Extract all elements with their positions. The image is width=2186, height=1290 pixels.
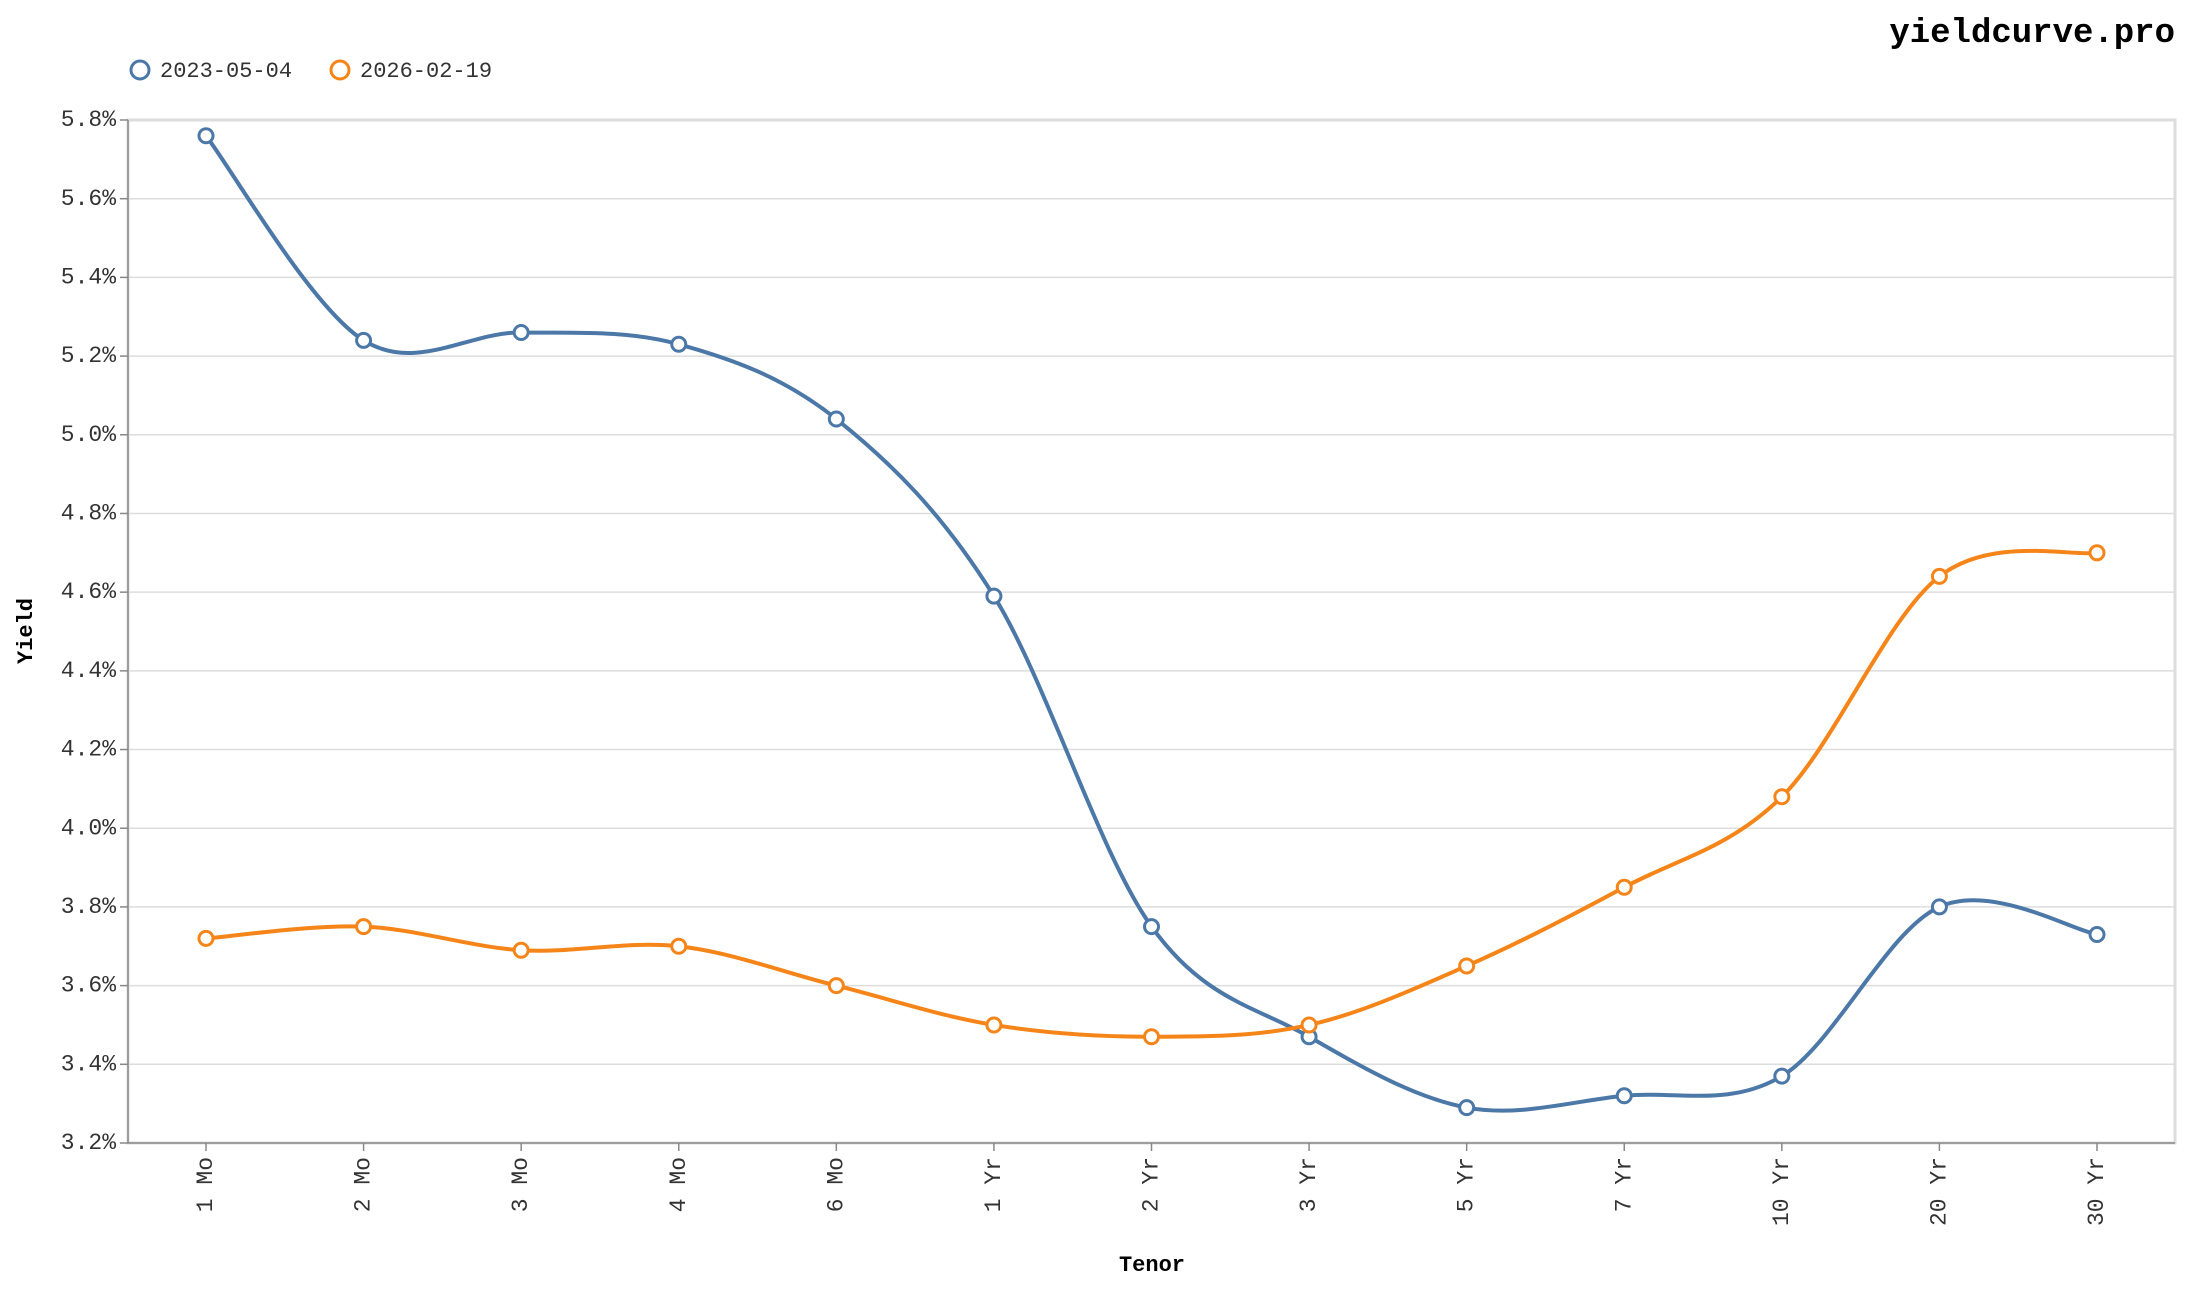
data-point bbox=[2088, 544, 2106, 562]
data-point bbox=[197, 127, 215, 145]
data-point bbox=[1458, 1099, 1476, 1117]
data-point bbox=[827, 977, 845, 995]
series-line bbox=[205, 548, 2098, 1039]
x-tick-label: 3 Mo bbox=[508, 1157, 534, 1212]
data-point bbox=[670, 937, 688, 955]
legend-symbol bbox=[329, 59, 351, 81]
y-tick-label: 3.8% bbox=[61, 894, 116, 920]
legend-label: 2023-05-04 bbox=[160, 59, 292, 84]
x-tick-label: 4 Mo bbox=[666, 1157, 692, 1212]
data-point bbox=[1615, 1087, 1633, 1105]
data-point bbox=[1143, 1028, 1160, 1046]
y-axis-title: Yield bbox=[14, 598, 39, 664]
x-axis-title: Tenor bbox=[1119, 1253, 1185, 1278]
y-tick-label: 3.6% bbox=[61, 973, 116, 999]
y-tick-label: 3.4% bbox=[61, 1051, 116, 1077]
data-point bbox=[827, 410, 845, 428]
legend-label: 2026-02-19 bbox=[360, 59, 492, 84]
y-tick-label: 4.0% bbox=[61, 815, 116, 841]
x-tick-label: 10 Yr bbox=[1769, 1157, 1795, 1226]
chart-title: yieldcurve.pro bbox=[1889, 15, 2175, 53]
y-tick-label: 5.4% bbox=[61, 264, 116, 290]
y-tick-label: 3.2% bbox=[61, 1130, 116, 1156]
data-point bbox=[985, 1016, 1003, 1034]
y-tick-label: 5.2% bbox=[61, 343, 116, 369]
x-tick-label: 5 Yr bbox=[1454, 1157, 1480, 1212]
y-tick-label: 4.8% bbox=[61, 501, 116, 527]
data-point bbox=[1458, 957, 1476, 975]
data-point bbox=[1143, 918, 1160, 936]
x-tick-label: 1 Yr bbox=[981, 1157, 1007, 1212]
y-tick-label: 4.6% bbox=[61, 579, 116, 605]
x-tick-label: 2 Yr bbox=[1139, 1157, 1165, 1212]
data-point bbox=[1615, 878, 1633, 896]
data-point bbox=[1930, 898, 1948, 916]
x-tick-label: 20 Yr bbox=[1926, 1157, 1952, 1226]
y-tick-label: 4.2% bbox=[61, 737, 116, 763]
data-point bbox=[512, 323, 530, 341]
y-tick-label: 5.6% bbox=[61, 186, 116, 212]
plot-frame bbox=[126, 118, 2177, 1145]
data-point bbox=[1930, 567, 1948, 585]
data-point bbox=[355, 918, 373, 936]
y-tick-label: 4.4% bbox=[61, 658, 116, 684]
x-tick-label: 7 Yr bbox=[1611, 1157, 1637, 1212]
x-tick-label: 3 Yr bbox=[1296, 1157, 1322, 1212]
data-point bbox=[197, 929, 215, 947]
y-tick-label: 5.0% bbox=[61, 422, 116, 448]
x-tick-label: 2 Mo bbox=[351, 1157, 377, 1212]
series-line bbox=[204, 134, 2098, 1113]
legend-symbol bbox=[129, 59, 151, 81]
data-point bbox=[1300, 1016, 1318, 1034]
data-point bbox=[670, 335, 688, 353]
x-tick-label: 1 Mo bbox=[193, 1157, 219, 1212]
data-point bbox=[1773, 788, 1791, 806]
x-tick-label: 6 Mo bbox=[823, 1157, 849, 1212]
data-point bbox=[2088, 925, 2106, 943]
x-tick-label: 30 Yr bbox=[2084, 1157, 2110, 1226]
data-point bbox=[355, 331, 373, 349]
y-tick-label: 5.8% bbox=[61, 107, 116, 133]
data-point bbox=[1773, 1067, 1791, 1085]
data-point bbox=[512, 941, 530, 959]
data-point bbox=[985, 587, 1003, 605]
